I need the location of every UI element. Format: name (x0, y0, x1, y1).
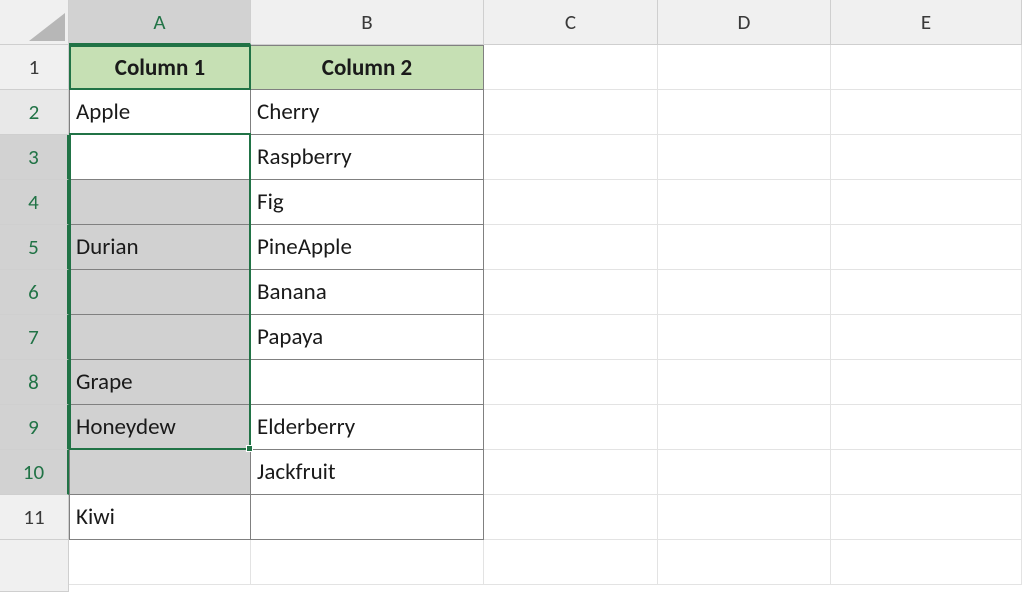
cell-b12[interactable] (251, 540, 484, 585)
cell-c12[interactable] (484, 540, 658, 585)
cell-b11[interactable] (251, 495, 484, 540)
cell-e6[interactable] (831, 270, 1022, 315)
cell-a2[interactable]: Apple (69, 90, 251, 135)
row-header-7[interactable]: 7 (0, 315, 69, 360)
cell-a5[interactable]: Durian (69, 225, 251, 270)
row-header-9[interactable]: 9 (0, 405, 69, 450)
cell-b5[interactable]: PineApple (251, 225, 484, 270)
spreadsheet-grid[interactable]: A B C D E 1 Column 1 Column 2 2 Apple Ch… (0, 0, 1024, 585)
row-header-8[interactable]: 8 (0, 360, 69, 405)
cell-e5[interactable] (831, 225, 1022, 270)
cell-d8[interactable] (658, 360, 831, 405)
cell-a1[interactable]: Column 1 (69, 45, 251, 90)
col-header-e[interactable]: E (831, 0, 1022, 45)
row-header-5[interactable]: 5 (0, 225, 69, 270)
cell-a11[interactable]: Kiwi (69, 495, 251, 540)
cell-e3[interactable] (831, 135, 1022, 180)
cell-d4[interactable] (658, 180, 831, 225)
cell-d11[interactable] (658, 495, 831, 540)
row-header-2[interactable]: 2 (0, 90, 69, 135)
cell-a3[interactable] (69, 135, 251, 180)
row-header-11[interactable]: 11 (0, 495, 69, 540)
row-header-10[interactable]: 10 (0, 450, 69, 495)
cell-c10[interactable] (484, 450, 658, 495)
col-header-a[interactable]: A (69, 0, 251, 45)
cell-a9[interactable]: Honeydew (69, 405, 251, 450)
cell-a6[interactable] (69, 270, 251, 315)
cell-c5[interactable] (484, 225, 658, 270)
cell-b1[interactable]: Column 2 (251, 45, 484, 90)
row-header-12[interactable] (0, 540, 69, 592)
cell-b7[interactable]: Papaya (251, 315, 484, 360)
cell-d3[interactable] (658, 135, 831, 180)
col-header-c[interactable]: C (484, 0, 658, 45)
cell-b4[interactable]: Fig (251, 180, 484, 225)
cell-c7[interactable] (484, 315, 658, 360)
cell-e4[interactable] (831, 180, 1022, 225)
cell-c1[interactable] (484, 45, 658, 90)
cell-e2[interactable] (831, 90, 1022, 135)
cell-c9[interactable] (484, 405, 658, 450)
cell-d5[interactable] (658, 225, 831, 270)
cell-e9[interactable] (831, 405, 1022, 450)
cell-e8[interactable] (831, 360, 1022, 405)
row-header-6[interactable]: 6 (0, 270, 69, 315)
cell-c8[interactable] (484, 360, 658, 405)
cell-d9[interactable] (658, 405, 831, 450)
cell-d12[interactable] (658, 540, 831, 585)
cell-d2[interactable] (658, 90, 831, 135)
cell-e7[interactable] (831, 315, 1022, 360)
cell-a7[interactable] (69, 315, 251, 360)
cell-a10[interactable] (69, 450, 251, 495)
cell-e11[interactable] (831, 495, 1022, 540)
col-header-d[interactable]: D (658, 0, 831, 45)
cell-a12[interactable] (69, 540, 251, 585)
cell-b3[interactable]: Raspberry (251, 135, 484, 180)
cell-b6[interactable]: Banana (251, 270, 484, 315)
cell-e10[interactable] (831, 450, 1022, 495)
col-header-b[interactable]: B (251, 0, 484, 45)
cell-d7[interactable] (658, 315, 831, 360)
row-header-3[interactable]: 3 (0, 135, 69, 180)
cell-d1[interactable] (658, 45, 831, 90)
cell-d6[interactable] (658, 270, 831, 315)
cell-b2[interactable]: Cherry (251, 90, 484, 135)
cell-c11[interactable] (484, 495, 658, 540)
cell-e1[interactable] (831, 45, 1022, 90)
cell-e12[interactable] (831, 540, 1022, 585)
cell-c6[interactable] (484, 270, 658, 315)
cell-d10[interactable] (658, 450, 831, 495)
cell-b9[interactable]: Elderberry (251, 405, 484, 450)
cell-c4[interactable] (484, 180, 658, 225)
cell-b8[interactable] (251, 360, 484, 405)
cell-a8[interactable]: Grape (69, 360, 251, 405)
select-all-corner[interactable] (0, 0, 69, 45)
cell-a4[interactable] (69, 180, 251, 225)
cell-b10[interactable]: Jackfruit (251, 450, 484, 495)
cell-c2[interactable] (484, 90, 658, 135)
row-header-4[interactable]: 4 (0, 180, 69, 225)
cell-c3[interactable] (484, 135, 658, 180)
row-header-1[interactable]: 1 (0, 45, 69, 90)
